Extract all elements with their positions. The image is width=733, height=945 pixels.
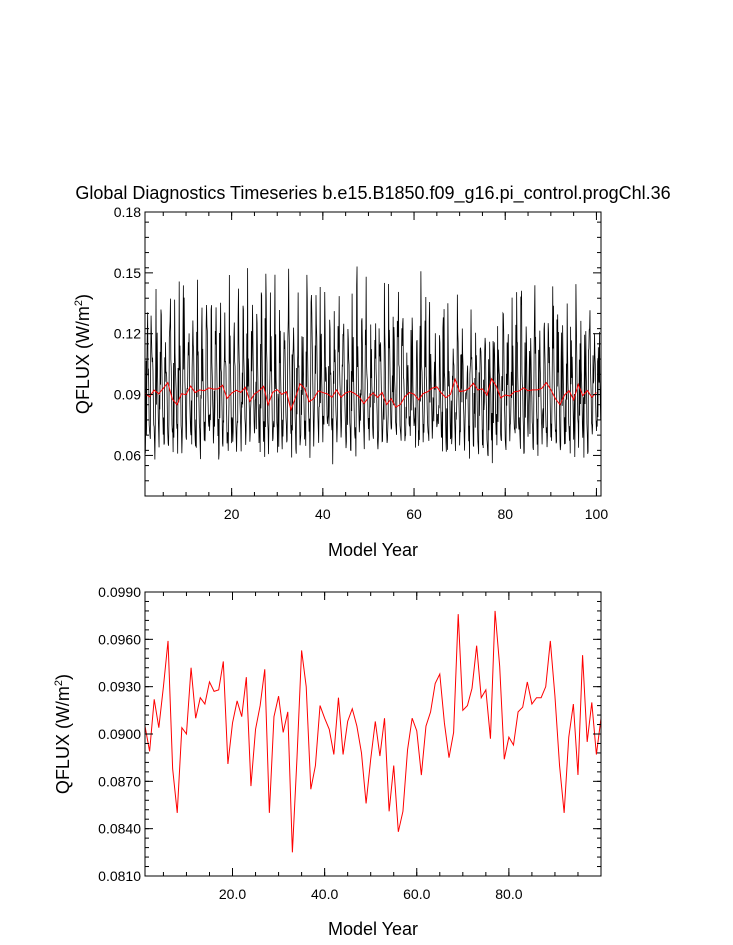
bottom-ytick-label: 0.0960 xyxy=(98,631,141,647)
top-ytick-label: 0.09 xyxy=(114,387,141,403)
top-x-axis-label: Model Year xyxy=(328,540,418,560)
bottom-y-axis-label: QFLUX (W/m2) xyxy=(53,674,73,794)
bottom-x-axis-label: Model Year xyxy=(328,919,418,939)
top-series-group xyxy=(144,266,602,465)
bottom-series-annual-mean-line xyxy=(144,610,602,853)
top-xtick-label: 60 xyxy=(406,506,422,522)
top-xtick-label: 40 xyxy=(315,506,331,522)
bottom-ytick-label: 0.0900 xyxy=(98,726,141,742)
bottom-series-group xyxy=(144,610,602,853)
top-xtick-label: 80 xyxy=(497,506,513,522)
top-series-annual-mean-line xyxy=(144,377,597,412)
top-y-axis-label: QFLUX (W/m2) xyxy=(73,294,93,414)
top-xtick-label: 20 xyxy=(224,506,240,522)
top-chart: Global Diagnostics Timeseries b.e15.B185… xyxy=(73,183,671,560)
bottom-ytick-label: 0.0810 xyxy=(98,868,141,884)
top-chart-title: Global Diagnostics Timeseries b.e15.B185… xyxy=(75,183,670,204)
bottom-xtick-label: 80.0 xyxy=(495,886,522,902)
top-ytick-label: 0.06 xyxy=(114,447,141,463)
top-axis-ticks: 0.06 0.09 0.12 0.15 0.18 20 40 60 80 100 xyxy=(114,204,609,522)
bottom-xtick-label: 60.0 xyxy=(403,886,430,902)
bottom-ytick-label: 0.0840 xyxy=(98,821,141,837)
bottom-ytick-label: 0.0990 xyxy=(98,584,141,600)
bottom-ytick-label: 0.0870 xyxy=(98,773,141,789)
bottom-xtick-label: 20.0 xyxy=(219,886,246,902)
top-plot-frame xyxy=(144,211,602,497)
top-ytick-label: 0.12 xyxy=(114,326,141,342)
bottom-axis-ticks: 0.0810 0.0840 0.0870 0.0900 0.0930 0.0960 0.09… xyxy=(98,584,602,902)
top-series-monthly-line xyxy=(144,266,602,465)
bottom-plot-frame xyxy=(144,591,602,877)
top-xtick-label: 100 xyxy=(585,506,609,522)
top-ytick-label: 0.15 xyxy=(114,265,141,281)
bottom-ytick-label: 0.0930 xyxy=(98,679,141,695)
top-ytick-label: 0.18 xyxy=(114,204,141,220)
bottom-chart: 0.0810 0.0840 0.0870 0.0900 0.0930 0.0960 0.09… xyxy=(53,584,602,939)
bottom-xtick-label: 40.0 xyxy=(311,886,338,902)
